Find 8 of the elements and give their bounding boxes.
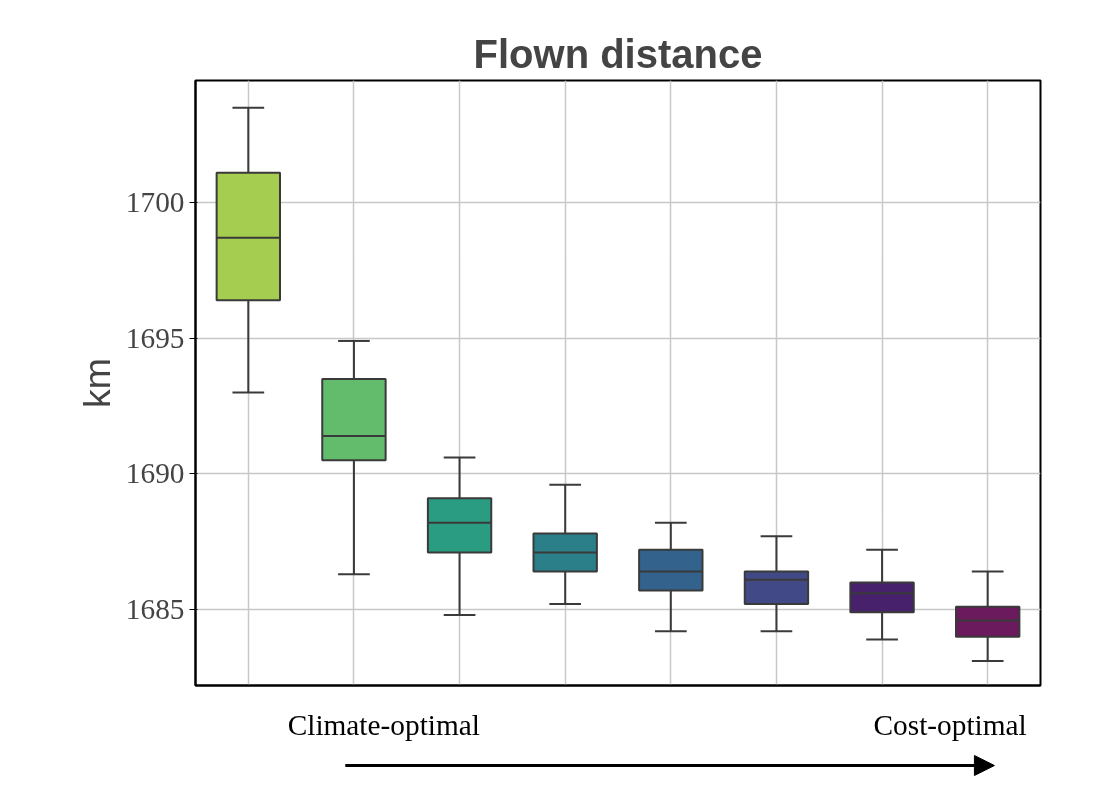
text: Cost-optimal: [873, 708, 1027, 741]
text: Climate-optimal: [287, 708, 480, 741]
y-tick-label: 1695: [125, 321, 185, 354]
y-tick-label: 1690: [125, 457, 185, 490]
y-tick-label: 1685: [125, 593, 185, 626]
chart-title: Flown distance: [473, 31, 763, 76]
y-tick-label: 1700: [125, 186, 185, 219]
y-axis-title: km: [75, 358, 118, 408]
